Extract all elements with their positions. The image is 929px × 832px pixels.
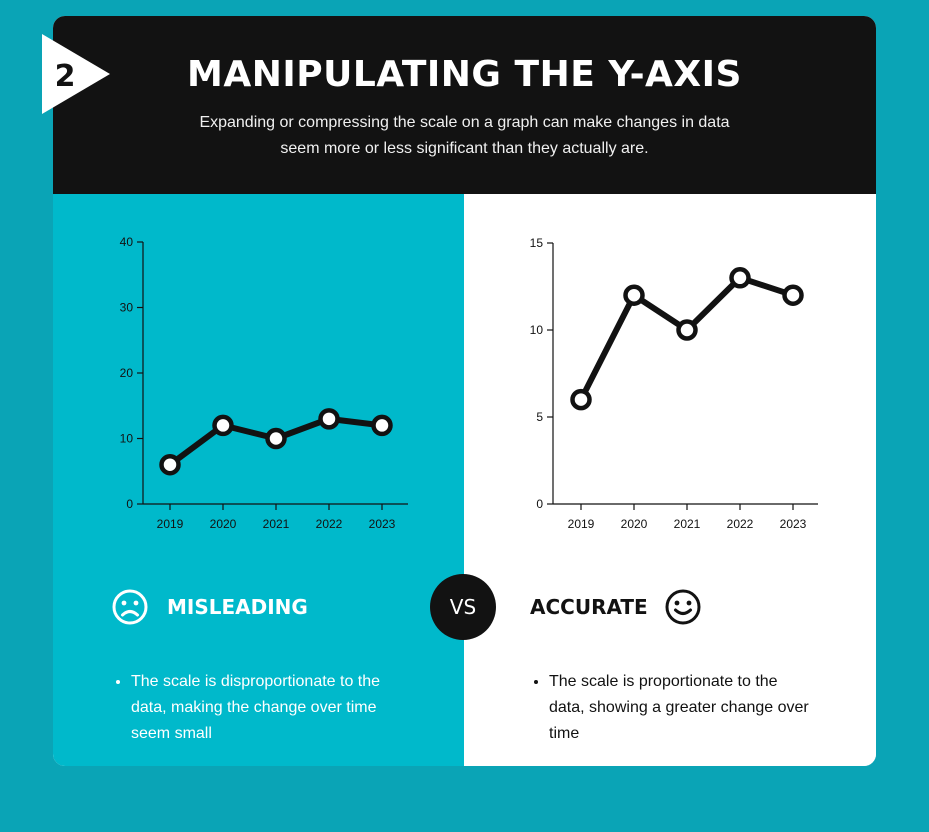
misleading-y-tick-label: 10: [120, 432, 134, 446]
sad-face-icon: [112, 589, 148, 625]
accurate-y-tick-label: 15: [530, 236, 544, 250]
misleading-verdict: MISLEADING: [111, 588, 308, 626]
smiley-face-icon: [665, 589, 701, 625]
misleading-panel: 0 10 20 30 40 2019 2020 2021 2022 2023 MISLEADING…: [53, 194, 464, 766]
misleading-x-tick-label: 2023: [369, 517, 396, 531]
misleading-y-tick-label: 0: [126, 497, 133, 511]
misleading-x-tick-label: 2022: [316, 517, 343, 531]
misleading-x-tick-label: 2019: [157, 517, 184, 531]
misleading-data-point: [318, 408, 340, 430]
misleading-data-point: [212, 414, 234, 437]
subtitle: Expanding or compressing the scale on a …: [199, 114, 730, 157]
misleading-x-tick-label: 2021: [263, 517, 290, 531]
accurate-bullet: The scale is proportionate to the data, …: [549, 669, 809, 747]
misleading-y-tick-label: 20: [120, 366, 134, 380]
accurate-x-tick-label: 2022: [727, 517, 754, 531]
accurate-line-chart: 0 5 10 15 2019 2020 2021 2022 2023: [530, 236, 818, 531]
misleading-y-tick-label: 40: [120, 235, 134, 249]
accurate-y-tick-label: 5: [536, 410, 543, 424]
misleading-x-tick-label: 2020: [210, 517, 237, 531]
accurate-verdict: ACCURATE: [530, 588, 702, 626]
accurate-panel: 0 5 10 15 2019 2020 2021 2022 2023 ACCURATE The …: [464, 194, 876, 766]
misleading-line-chart: 0 10 20 30 40 2019 2020 2021 2022 2023: [120, 235, 408, 531]
accurate-data-point: [782, 284, 804, 306]
step-number-badge: 2: [42, 34, 110, 114]
accurate-data-point: [676, 319, 698, 341]
misleading-data-point: [159, 453, 181, 476]
accurate-x-tick-label: 2023: [780, 517, 807, 531]
misleading-bullet-list: The scale is disproportionate to the dat…: [113, 669, 401, 747]
accurate-y-tick-label: 10: [530, 323, 544, 337]
misleading-heading: MISLEADING: [167, 595, 308, 619]
accurate-data-point: [570, 388, 592, 411]
accurate-heading: ACCURATE: [530, 595, 648, 619]
accurate-x-tick-label: 2021: [674, 517, 701, 531]
accurate-data-point: [729, 267, 751, 289]
infographic-card: MANIPULATING THE Y-AXIS Expanding or com…: [53, 16, 876, 766]
accurate-x-tick-label: 2019: [568, 517, 595, 531]
misleading-data-point: [371, 414, 393, 437]
header: MANIPULATING THE Y-AXIS Expanding or com…: [53, 16, 876, 194]
misleading-y-tick-label: 30: [120, 301, 134, 315]
accurate-x-tick-label: 2020: [621, 517, 648, 531]
accurate-data-point: [623, 284, 645, 306]
vs-circle: VS: [430, 574, 496, 640]
accurate-bullet-list: The scale is proportionate to the data, …: [531, 669, 809, 747]
step-number: 2: [55, 59, 76, 94]
accurate-y-tick-label: 0: [536, 497, 543, 511]
misleading-bullet: The scale is disproportionate to the dat…: [131, 669, 401, 747]
misleading-data-point: [265, 427, 287, 450]
page-title: MANIPULATING THE Y-AXIS: [187, 54, 742, 95]
